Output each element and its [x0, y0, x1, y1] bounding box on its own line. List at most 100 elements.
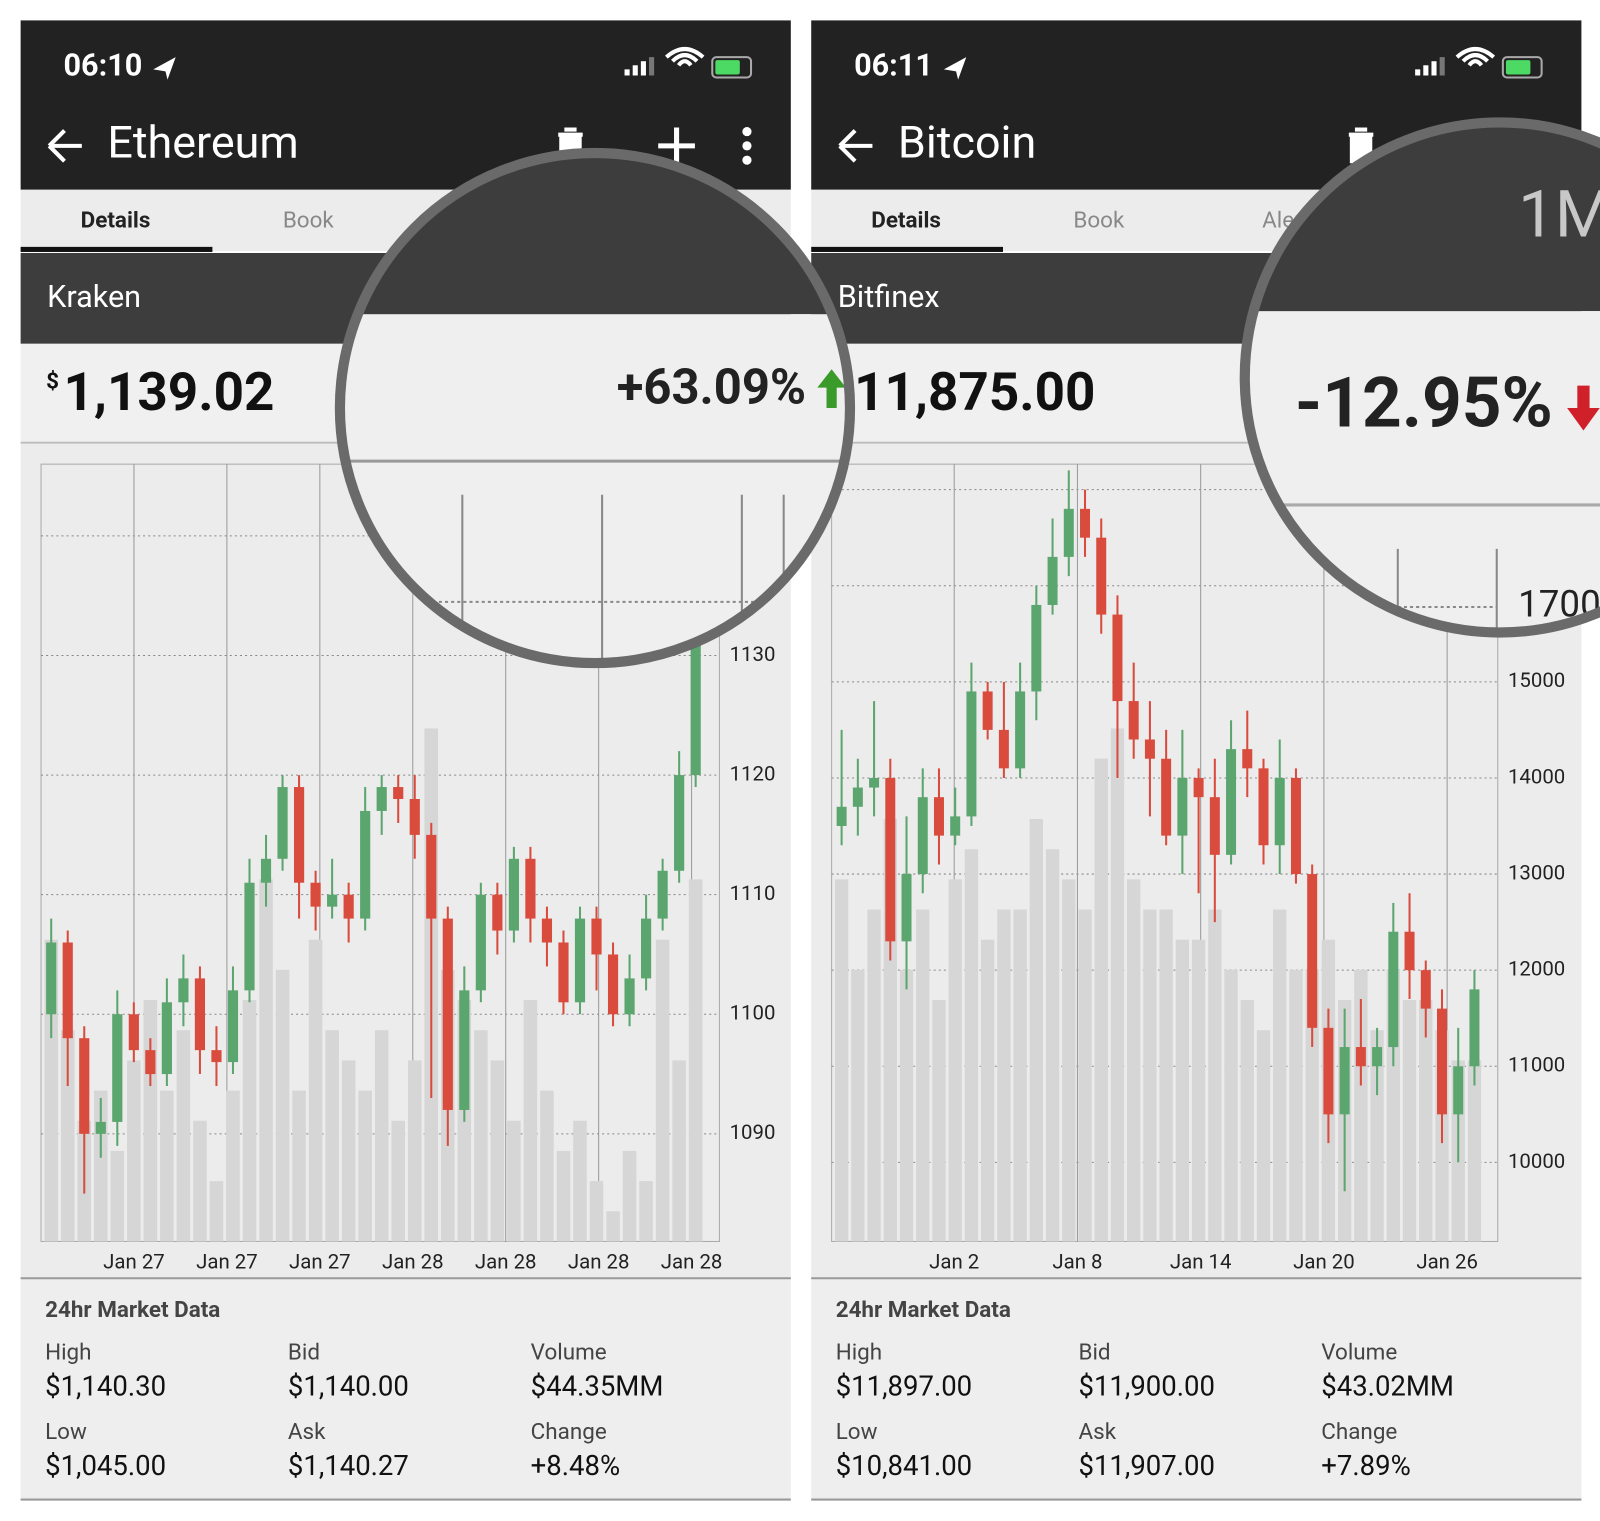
tab-indicator	[811, 246, 1004, 252]
candle-body	[145, 1050, 156, 1075]
tab[interactable]: Book	[1073, 207, 1125, 233]
candle-body	[376, 787, 387, 811]
market-label: Change	[531, 1419, 607, 1445]
y-tick-label: 1090	[730, 1120, 776, 1144]
market-title: 24hr Market Data	[45, 1297, 220, 1323]
battery-level	[1505, 60, 1531, 75]
candle-body	[982, 691, 993, 730]
volume-bar	[1467, 1060, 1482, 1242]
add-icon[interactable]	[658, 127, 695, 165]
y-tick-label: 11000	[1508, 1053, 1565, 1077]
y-tick-label: 1120	[730, 761, 776, 785]
candle-body	[1080, 508, 1091, 538]
market-label: High	[45, 1340, 91, 1366]
volume-bar	[490, 1060, 505, 1242]
market-value: $1,140.30	[45, 1370, 166, 1403]
market-value: +7.89%	[1321, 1449, 1410, 1482]
candle-body	[95, 1121, 106, 1134]
back-arrow[interactable]	[47, 129, 82, 163]
candle-body	[852, 787, 863, 807]
period[interactable]: 1M	[1518, 176, 1600, 253]
candle-body	[998, 729, 1009, 769]
volume-bar	[964, 849, 979, 1242]
volume-bar	[1062, 879, 1076, 1242]
x-tick-label: Jan 27	[103, 1249, 165, 1273]
market-label: Low	[836, 1419, 878, 1445]
signal-bar	[1431, 61, 1437, 76]
price-currency: $	[46, 368, 59, 394]
volume-bar	[1402, 1000, 1417, 1242]
y-tick-label: 1110	[730, 881, 776, 905]
volume-bar	[308, 939, 323, 1242]
volume-bar	[639, 1181, 653, 1242]
volume-bar	[341, 1060, 356, 1242]
candle-body	[1355, 1047, 1366, 1067]
volume-bar	[325, 1030, 339, 1242]
candle-body	[475, 894, 486, 991]
candle-body	[508, 858, 519, 931]
y-tick-label: 13000	[1508, 860, 1565, 884]
wifi-arc	[1455, 46, 1496, 59]
tab-indicator	[20, 246, 213, 252]
candle-body	[1226, 749, 1237, 855]
market-label: Volume	[531, 1340, 607, 1366]
wifi-arc	[1461, 53, 1490, 63]
market-label: Volume	[1321, 1340, 1397, 1366]
candle-body	[1112, 614, 1123, 702]
candle-body	[1290, 777, 1301, 875]
exchange-name: Kraken	[47, 280, 141, 315]
battery	[711, 56, 753, 79]
volume-bar	[176, 1030, 191, 1242]
volume-bar	[1289, 969, 1303, 1242]
lens-rim	[334, 147, 856, 669]
x-tick-label: Jan 28	[568, 1249, 630, 1273]
candle-body	[950, 816, 961, 836]
volume-bar	[275, 969, 290, 1242]
market-value: $43.02MM	[1321, 1370, 1454, 1403]
candle-body	[46, 942, 57, 1015]
x-tick-label: Jan 28	[475, 1249, 537, 1273]
candle-body	[1128, 701, 1139, 740]
candle-body	[1372, 1047, 1383, 1067]
volume-bar	[193, 1120, 207, 1242]
wifi-arc	[665, 46, 705, 59]
signal-bar	[640, 61, 646, 76]
candle-body	[624, 978, 635, 1015]
volume-bar	[1013, 909, 1027, 1242]
candle-body	[885, 777, 896, 942]
menu-dot[interactable]	[742, 127, 752, 137]
candle-body	[244, 882, 255, 991]
back-arrow[interactable]	[838, 129, 873, 163]
volume-bar	[374, 1030, 389, 1242]
volume-bar	[1370, 1030, 1384, 1242]
wifi-arc	[671, 53, 699, 63]
volume-bar	[1191, 939, 1206, 1242]
signal-bar	[649, 57, 655, 76]
signal-bar	[632, 65, 638, 76]
volume-bar	[589, 1181, 604, 1242]
tab[interactable]: Details	[81, 207, 151, 233]
volume-bar	[209, 1181, 224, 1242]
candle-body	[360, 810, 371, 919]
volume-bar	[523, 1000, 538, 1242]
volume-bar	[834, 879, 849, 1242]
tab[interactable]: Book	[283, 207, 335, 233]
volume-bar	[851, 969, 865, 1242]
lens-rim	[1239, 117, 1600, 638]
x-tick-label: Jan 2	[929, 1249, 979, 1273]
candle-body	[79, 1038, 90, 1134]
market-label: High	[836, 1340, 882, 1366]
market-label: Ask	[1078, 1419, 1116, 1445]
volume-bar	[292, 1090, 306, 1242]
candle-body	[161, 1002, 172, 1075]
tab[interactable]: Details	[871, 207, 941, 233]
market-area	[811, 1278, 1582, 1500]
candle-body	[917, 797, 928, 875]
volume-bar	[1354, 969, 1368, 1242]
volume-bar	[60, 1030, 75, 1242]
menu-dot[interactable]	[742, 141, 752, 151]
volume-bar	[127, 1060, 141, 1242]
menu-dot[interactable]	[742, 155, 752, 165]
candle-body	[1193, 777, 1204, 798]
